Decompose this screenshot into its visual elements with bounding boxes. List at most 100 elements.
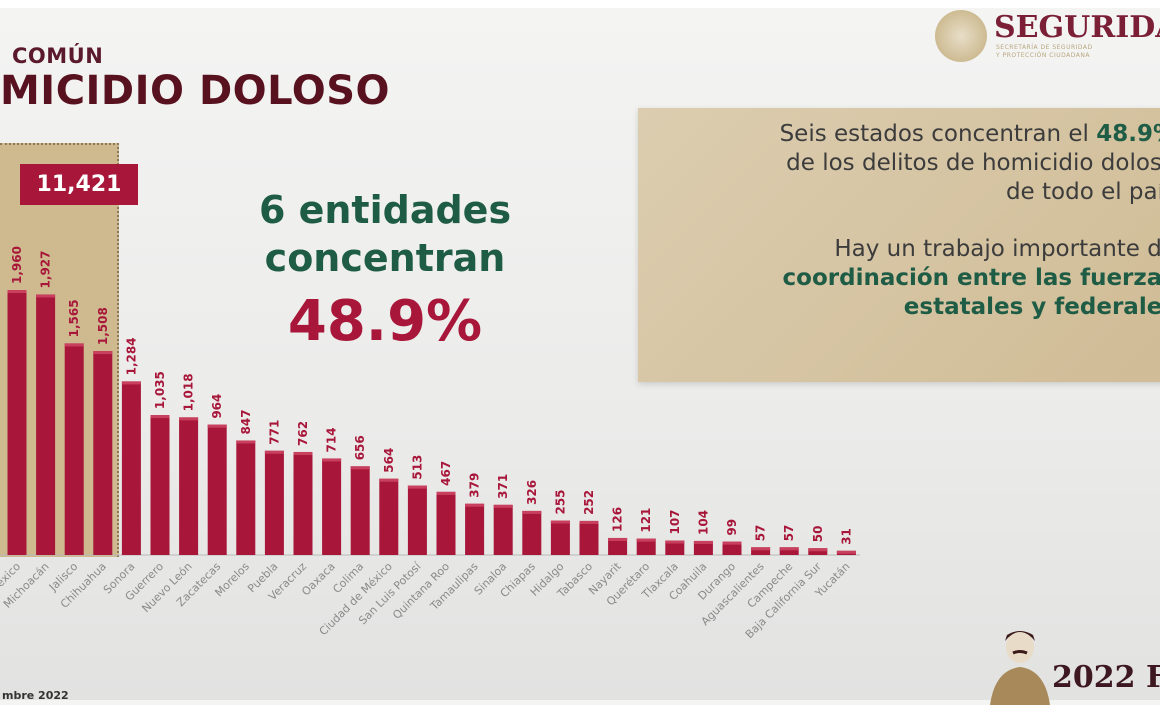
bar-highlight: [207, 424, 227, 428]
bar: [665, 540, 685, 555]
footer-date: mbre 2022: [2, 689, 69, 702]
bar-highlight: [7, 290, 27, 293]
bar: [636, 538, 656, 555]
bar-highlight: [722, 541, 742, 545]
bar: [121, 381, 141, 555]
bar: [550, 520, 570, 555]
info-text: Seis estados concentran el: [779, 121, 1097, 147]
bar: [236, 440, 256, 555]
value-label: 1,018: [182, 373, 196, 411]
value-label: 31: [839, 528, 853, 545]
value-label: 121: [639, 508, 653, 533]
bar: [522, 510, 542, 555]
bar: [179, 417, 199, 555]
value-label: 467: [439, 461, 453, 486]
bar-highlight: [608, 537, 628, 541]
bar: [379, 478, 399, 555]
value-label: 255: [553, 489, 567, 514]
bar: [207, 424, 227, 555]
bar-highlight: [436, 491, 456, 495]
callout-line1: 6 entidades: [258, 188, 512, 232]
logo-subtitle: SECRETARÍA DE SEGURIDAD Y PROTECCIÓN CIUD…: [996, 44, 1093, 59]
bar: [350, 466, 370, 555]
bar: [779, 547, 799, 555]
value-label: 564: [382, 448, 396, 473]
bar-highlight: [665, 540, 685, 544]
bar: [722, 541, 742, 555]
info-text-emphasis: coordinación entre las fuerzas: [782, 265, 1160, 291]
info-text-emphasis: estatales y federales: [903, 294, 1160, 320]
bar-highlight: [465, 503, 485, 507]
info-text: de los delitos de homicidio doloso: [786, 150, 1160, 176]
value-label: 1,960: [10, 246, 24, 284]
value-label: 513: [410, 455, 424, 480]
brand-year: 2022 Fl: [1052, 660, 1160, 695]
section-supertitle: COMÚN: [12, 44, 104, 68]
value-label: 1,565: [67, 299, 81, 337]
bar-highlight: [121, 381, 141, 385]
bar: [808, 548, 828, 555]
value-label: 326: [525, 480, 539, 505]
bar-highlight: [751, 547, 771, 551]
bar: [150, 415, 170, 555]
bar-highlight: [350, 466, 370, 470]
bar-highlight: [64, 343, 84, 347]
value-label: 1,284: [124, 337, 138, 375]
bar: [293, 451, 313, 555]
bar-highlight: [264, 450, 284, 454]
info-percent: 48.9%: [1096, 121, 1160, 147]
value-label: 762: [296, 421, 310, 446]
bar: [608, 537, 628, 555]
value-label: 99: [725, 519, 739, 536]
value-label: 964: [210, 394, 224, 419]
bar-highlight: [836, 550, 856, 554]
bar-highlight: [379, 478, 399, 482]
bar-highlight: [179, 417, 199, 421]
bar-highlight: [522, 510, 542, 514]
bar: [407, 485, 427, 555]
value-label: 847: [239, 409, 253, 434]
value-label: 1,035: [153, 371, 167, 409]
info-text: de todo el país: [1005, 179, 1160, 205]
bar: [264, 450, 284, 555]
bar: [7, 290, 27, 555]
value-label: 771: [267, 420, 281, 445]
bar-highlight: [322, 458, 342, 462]
bar: [64, 343, 84, 555]
bar-highlight: [550, 520, 570, 524]
bar: [493, 504, 513, 555]
bar-highlight: [808, 548, 828, 552]
bar-highlight: [693, 540, 713, 544]
bar: [751, 547, 771, 555]
value-label: 50: [811, 526, 825, 543]
bar: [322, 458, 342, 555]
bar: [36, 294, 56, 555]
value-label: 1,508: [96, 307, 110, 345]
logo-wordmark: SEGURIDAD: [994, 10, 1160, 45]
bar: [436, 491, 456, 555]
bar-highlight: [579, 520, 599, 524]
value-label: 57: [754, 525, 768, 542]
value-label: 1,927: [39, 250, 53, 288]
bar-highlight: [236, 440, 256, 444]
value-label: 57: [782, 525, 796, 542]
bar-highlight: [36, 294, 56, 298]
bar: [579, 520, 599, 555]
top-strip: [0, 0, 1160, 8]
info-text: Hay un trabajo importante de: [834, 236, 1160, 262]
bar: [93, 351, 113, 555]
bar-highlight: [407, 485, 427, 489]
value-label: 379: [468, 473, 482, 498]
value-label: 104: [696, 510, 710, 535]
value-label: 126: [611, 507, 625, 532]
value-label: 714: [325, 427, 339, 452]
bar: [693, 540, 713, 555]
value-label: 371: [496, 474, 510, 499]
portrait-illustration: [990, 631, 1050, 705]
info-box: Seis estados concentran el 48.9% de los …: [638, 108, 1160, 382]
bar-highlight: [93, 351, 113, 355]
value-label: 252: [582, 490, 596, 515]
value-label: 656: [353, 435, 367, 460]
bar-highlight: [150, 415, 170, 419]
